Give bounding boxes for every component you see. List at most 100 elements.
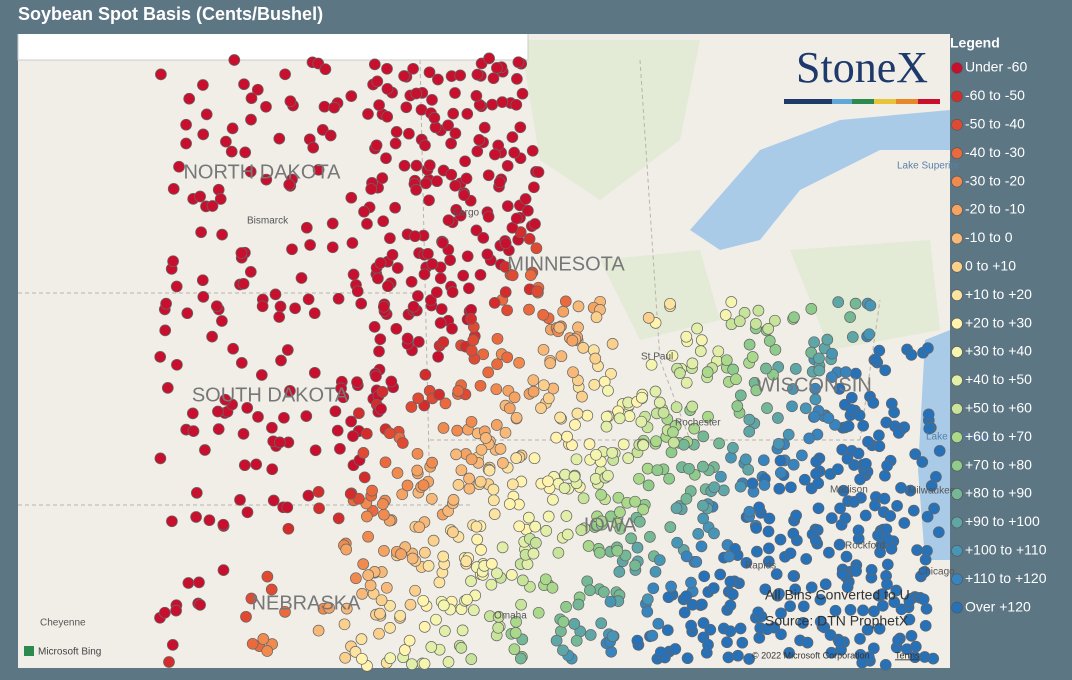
basis-dot	[769, 343, 782, 356]
basis-dot	[823, 546, 835, 559]
basis-dot	[686, 598, 699, 611]
basis-dot	[680, 330, 693, 343]
basis-dot	[423, 194, 435, 207]
basis-dot	[542, 510, 555, 523]
basis-dot	[471, 533, 484, 546]
basis-dot	[422, 560, 435, 572]
basis-dot	[539, 573, 552, 586]
basis-dot	[782, 428, 795, 441]
basis-dot	[645, 358, 658, 371]
basis-dot	[379, 456, 392, 469]
basis-dot	[391, 262, 404, 274]
basis-dot	[274, 300, 287, 313]
basis-dot	[361, 218, 373, 230]
basis-dot	[460, 555, 473, 568]
basis-dot	[358, 471, 371, 484]
basis-dot	[571, 407, 584, 420]
terms-link[interactable]: Terms	[895, 650, 920, 660]
lake-superior	[690, 110, 950, 250]
basis-dot	[867, 642, 880, 655]
basis-dot	[774, 467, 787, 479]
basis-dot	[256, 300, 269, 313]
basis-dot	[881, 578, 893, 591]
basis-dot	[471, 68, 484, 81]
legend-label: -20 to -10	[965, 201, 1025, 217]
basis-dot	[593, 546, 606, 559]
basis-dot	[662, 591, 675, 604]
basis-dot	[702, 410, 714, 423]
basis-dot	[474, 379, 487, 392]
basis-dot	[257, 633, 270, 645]
basis-dot	[657, 406, 670, 419]
basis-dot	[447, 494, 460, 506]
basis-dot	[763, 335, 776, 347]
basis-dot	[360, 427, 373, 440]
basis-dot	[869, 499, 881, 512]
basis-dot	[762, 525, 775, 538]
basis-dot	[187, 425, 200, 437]
basis-dot	[442, 214, 455, 227]
basis-dot	[286, 243, 298, 256]
basis-dot	[173, 160, 185, 173]
basis-dot	[623, 410, 636, 423]
basis-dot	[334, 442, 346, 455]
basis-dot	[555, 350, 568, 363]
basis-dot	[357, 558, 370, 570]
basis-dot	[653, 396, 666, 409]
basis-dot	[357, 447, 370, 459]
basis-dot	[451, 424, 464, 437]
basis-dot	[514, 652, 527, 665]
basis-dot	[332, 292, 345, 305]
basis-dot	[692, 528, 705, 540]
basis-dot	[273, 132, 286, 145]
basis-dot	[503, 498, 516, 510]
basis-dot	[465, 653, 478, 665]
basis-dot	[362, 108, 374, 120]
basis-dot	[697, 512, 710, 525]
basis-dot	[832, 463, 844, 476]
place-label: Rapids	[745, 561, 776, 572]
basis-dot	[550, 634, 563, 647]
basis-dot	[374, 257, 387, 269]
basis-dot	[916, 456, 929, 468]
basis-dot	[569, 418, 581, 431]
basis-dot	[933, 445, 946, 457]
legend-swatch	[951, 317, 963, 330]
basis-dot	[606, 446, 619, 459]
basis-dot	[925, 480, 938, 492]
basis-dot	[395, 548, 407, 560]
basis-dot	[567, 366, 579, 379]
basis-dot	[670, 401, 683, 414]
basis-dot	[409, 584, 421, 597]
basis-dot	[425, 492, 438, 505]
basis-dot	[635, 415, 648, 428]
basis-dot	[284, 385, 296, 397]
basis-dot	[366, 484, 378, 497]
basis-dot	[695, 540, 708, 553]
basis-dot	[216, 315, 228, 327]
basis-dot	[245, 592, 258, 605]
basis-dot	[225, 145, 238, 158]
basis-dot	[197, 128, 210, 141]
basis-dot	[557, 644, 569, 657]
basis-dot	[869, 353, 882, 366]
basis-dot	[344, 487, 357, 500]
basis-dot	[403, 634, 416, 647]
basis-dot	[371, 75, 384, 88]
basis-dot	[433, 576, 446, 589]
basis-dot	[528, 452, 541, 465]
basis-dot	[697, 460, 709, 473]
basis-dot	[637, 439, 650, 451]
basis-dot	[159, 324, 172, 337]
basis-dot	[426, 456, 438, 469]
basis-dot	[923, 422, 936, 435]
basis-dot	[836, 568, 849, 580]
legend-label: -10 to 0	[965, 229, 1013, 245]
basis-dot	[649, 565, 662, 578]
basis-dot	[698, 570, 711, 583]
basis-dot	[261, 570, 274, 583]
place-label: St Paul	[641, 352, 673, 363]
basis-dot	[375, 594, 388, 607]
basis-dot	[405, 275, 418, 288]
basis-dot	[680, 492, 693, 505]
